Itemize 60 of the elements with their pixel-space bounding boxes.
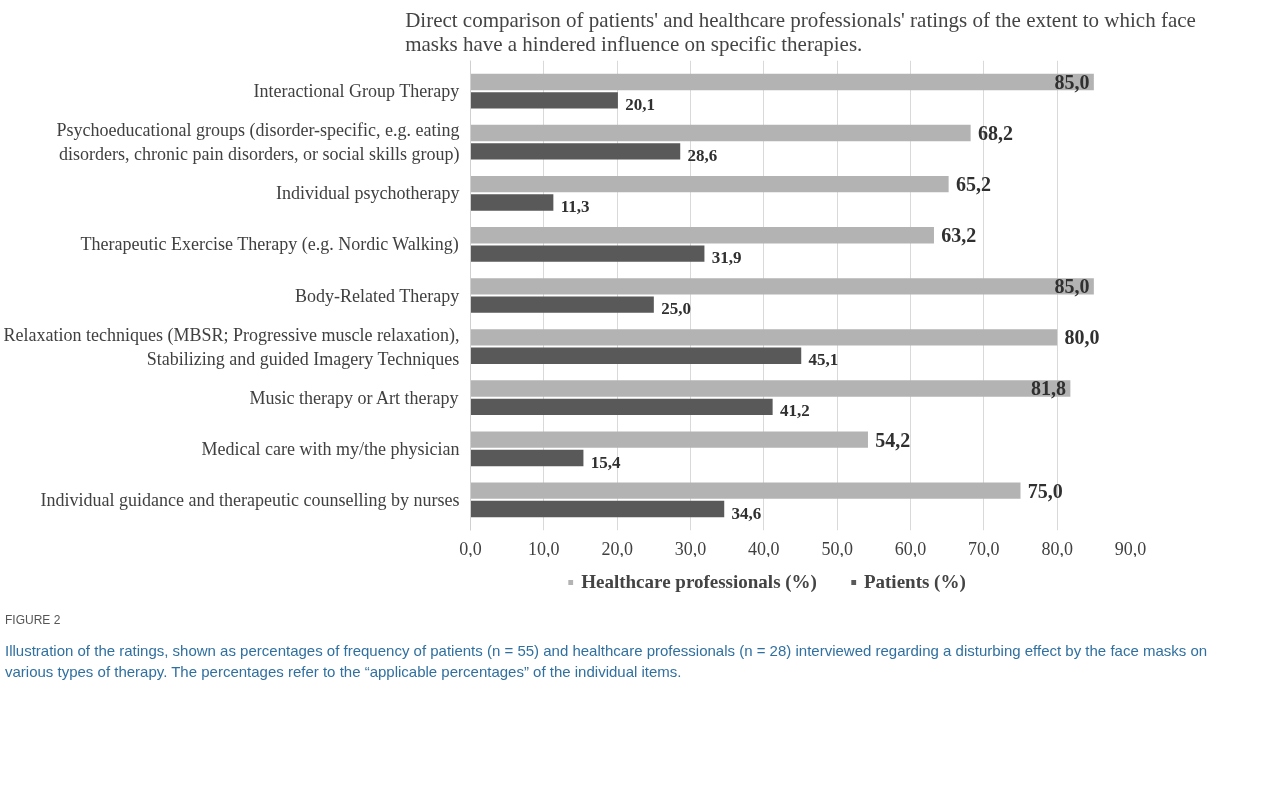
data-label: 85,0	[1054, 70, 1090, 93]
data-label: 11,3	[560, 197, 590, 217]
chart-title: Direct comparison of patients' and healthcare professionals' ratings of the extent to which face masks have a hindered influence on specific therapies.	[405, 7, 1196, 56]
x-tick-label: 10,0	[528, 538, 560, 559]
bar	[470, 500, 725, 518]
bar	[470, 398, 773, 416]
bar	[470, 227, 934, 244]
y-tick-label: Interactional Group Therapy	[253, 81, 460, 102]
data-label: 80,0	[1064, 326, 1100, 349]
x-tick-label: 40,0	[748, 538, 780, 559]
bar	[470, 296, 654, 313]
data-label: 25,0	[661, 299, 691, 319]
data-label: 68,2	[977, 122, 1013, 145]
bar	[470, 143, 681, 160]
x-tick-label: 70,0	[968, 538, 1000, 559]
data-label: 65,2	[955, 173, 991, 196]
data-label: 31,9	[711, 248, 742, 268]
x-tick-label: 30,0	[674, 538, 707, 559]
y-tick-label: Individual guidance and therapeutic counselling by nurses	[40, 489, 460, 510]
bar	[470, 73, 1094, 91]
y-tick-label: Music therapy or Art therapy	[249, 387, 459, 408]
y-tick-label: Relaxation techniques (MBSR; Progressive muscle relaxation), Stabilizing and guided Imagery Techniques	[3, 324, 460, 369]
x-tick-label: 60,0	[894, 538, 927, 559]
legend-label: Healthcare professionals (%)	[581, 571, 817, 593]
bar	[470, 124, 971, 142]
data-label: 45,1	[808, 350, 839, 370]
data-label: 63,2	[941, 224, 977, 247]
data-label: 34,6	[731, 503, 762, 523]
x-tick-label: 20,0	[601, 538, 633, 559]
data-label: 75,0	[1027, 479, 1063, 502]
y-tick-label: Body-Related Therapy	[295, 285, 460, 306]
bar	[470, 329, 1058, 346]
x-tick-label: 80,0	[1041, 538, 1073, 559]
bar	[470, 92, 618, 109]
bar	[470, 380, 1071, 397]
x-tick-label: 50,0	[821, 538, 853, 559]
caption: FIGURE 2	[5, 612, 61, 629]
bar	[470, 431, 868, 448]
legend-label: Patients (%)	[863, 571, 966, 593]
bar	[470, 245, 705, 262]
bar	[470, 194, 554, 211]
bar	[470, 278, 1094, 295]
bar	[470, 482, 1021, 499]
data-label: 85,0	[1054, 275, 1090, 298]
y-tick-label: Individual psychotherapy	[276, 183, 460, 204]
bar	[470, 175, 949, 193]
x-tick-label: 90,0	[1114, 538, 1147, 559]
data-label: 20,1	[625, 94, 655, 114]
data-label: 54,2	[875, 428, 911, 451]
bar	[470, 449, 584, 467]
y-tick-label: Therapeutic Exercise Therapy (e.g. Nordic Walking)	[80, 234, 459, 256]
text: Illustration of the ratings, shown as percentages of frequency of patients (n = 55) and healthcare professionals (n = 28) interviewed regarding a disturbing effect by the face masks on various types of therapy. The percentages refer to the “applicable percentages” of the individual items.	[5, 641, 1209, 683]
data-label: 81,8	[1030, 377, 1066, 400]
data-label: 28,6	[687, 146, 718, 166]
data-label: 15,4	[590, 452, 622, 472]
x-tick-label: 0,0	[459, 538, 482, 559]
y-tick-label: Psychoeducational groups (disorder-specific, e.g. eating disorders, chronic pain disorders, or social skills group)	[56, 120, 460, 166]
bar	[470, 347, 802, 364]
y-tick-label: Medical care with my/the physician	[201, 438, 460, 459]
data-label: 41,2	[779, 401, 810, 421]
